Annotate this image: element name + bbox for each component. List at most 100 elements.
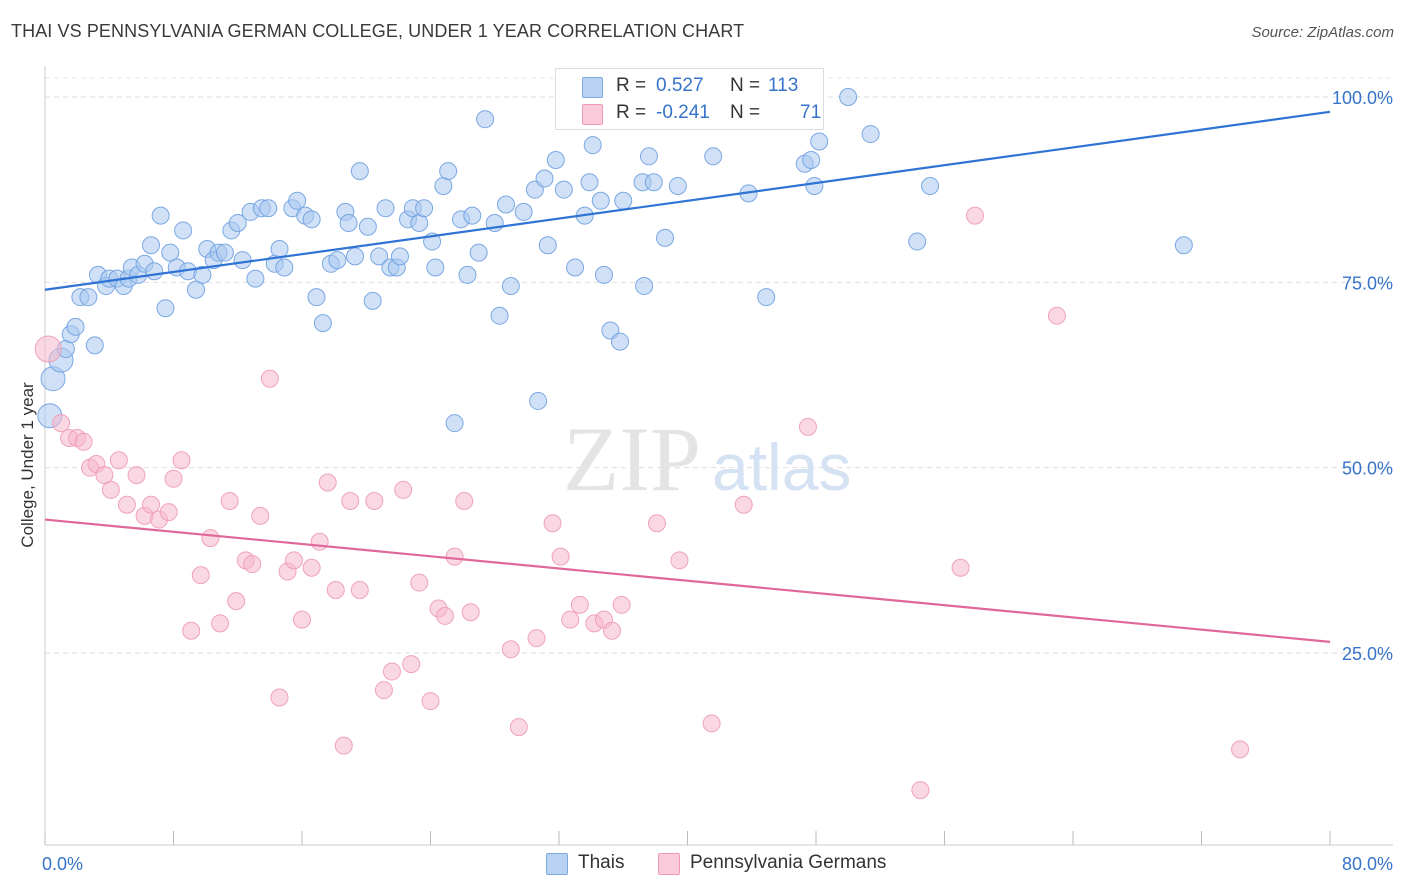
thais-point (490, 306, 509, 325)
pennsylvania-germans-point (421, 692, 440, 711)
y-tick-label-50: 50.0% (1342, 459, 1393, 479)
pennsylvania-germans-point (334, 736, 353, 755)
pennsylvania-germans-point (551, 547, 570, 566)
pennsylvania-germans-point (911, 781, 930, 800)
thais-point (583, 136, 602, 155)
thais-point (580, 173, 599, 192)
thais-point (302, 210, 321, 229)
pennsylvania-germans-point (374, 681, 393, 700)
thais-point (611, 332, 630, 351)
pennsylvania-germans-point (284, 551, 303, 570)
thais-point (810, 132, 829, 151)
thais-point (476, 110, 495, 129)
pennsylvania-germans-point (509, 718, 528, 737)
pennsylvania-germans-swatch (582, 104, 603, 125)
watermark: ZIP atlas (563, 408, 851, 510)
pennsylvania-germans-legend-swatch (658, 853, 680, 875)
pennsylvania-germans-point (561, 610, 580, 629)
thais-point (439, 162, 458, 181)
pennsylvania-germans-point (461, 603, 480, 622)
pennsylvania-germans-point (341, 492, 360, 511)
pennsylvania-germans-point (455, 492, 474, 511)
axes (44, 66, 1393, 846)
thais-point (415, 199, 434, 218)
thais-legend-swatch (546, 853, 568, 875)
pennsylvania-germans-point (798, 417, 817, 436)
thais-point (233, 251, 252, 270)
thais-point (1174, 236, 1193, 255)
pennsylvania-germans-point (302, 558, 321, 577)
data-points (34, 88, 1250, 800)
thais-point (445, 414, 464, 433)
thais-point (639, 147, 658, 166)
pennsylvania-germans-point (191, 566, 210, 585)
pennsylvania-germans-point (647, 514, 666, 533)
pennsylvania-germans-point (243, 555, 262, 574)
thais-point (757, 288, 776, 307)
thais-point (594, 265, 613, 284)
pennsylvania-germans-point (1047, 306, 1066, 325)
n-label: N = (730, 102, 761, 123)
thais-point (704, 147, 723, 166)
pennsylvania-germans-point (394, 480, 413, 499)
pennsylvania-germans-point (603, 621, 622, 640)
thais-point (328, 251, 347, 270)
thais-point (529, 391, 548, 410)
thais-point (186, 280, 205, 299)
thais-point (458, 265, 477, 284)
thais-point (66, 317, 85, 336)
thais-point (215, 243, 234, 262)
pennsylvania-germans-n-value: 71 (800, 102, 822, 123)
y-tick-label-75: 75.0% (1342, 273, 1393, 293)
pennsylvania-germans-point (527, 629, 546, 648)
thais-point (358, 217, 377, 236)
thais-point (538, 236, 557, 255)
thais-point (370, 247, 389, 266)
thais-n-value: 113 (768, 75, 799, 96)
pennsylvania-germans-r-value: -0.241 (656, 102, 710, 123)
y-tick-label-100: 100.0% (1332, 88, 1393, 108)
thais-point (469, 243, 488, 262)
pennsylvania-germans-point (211, 614, 230, 633)
thais-point (313, 314, 332, 333)
thais-point (376, 199, 395, 218)
pennsylvania-germans-point (350, 580, 369, 599)
thais-point (193, 265, 212, 284)
pennsylvania-germans-point (951, 558, 970, 577)
thais-point (161, 243, 180, 262)
thais-point (79, 288, 98, 307)
thais-point (228, 214, 247, 233)
thais-point (614, 191, 633, 210)
pennsylvania-germans-point (159, 503, 178, 522)
pennsylvania-germans-point (270, 688, 289, 707)
pennsylvania-germans-point (570, 595, 589, 614)
pennsylvania-germans-legend-label: Pennsylvania Germans (690, 852, 887, 873)
pennsylvania-germans-point (127, 466, 146, 485)
pennsylvania-germans-point (410, 573, 429, 592)
thais-point (363, 291, 382, 310)
pennsylvania-germans-point (402, 655, 421, 674)
thais-point (861, 125, 880, 144)
thais-point (668, 176, 687, 195)
thais-point (635, 277, 654, 296)
pennsylvania-germans-point (445, 547, 464, 566)
thais-point (174, 221, 193, 240)
thais-point (496, 195, 515, 214)
pennsylvania-germans-point (543, 514, 562, 533)
thais-point (805, 176, 824, 195)
thais-point (591, 191, 610, 210)
pennsylvania-germans-point (382, 662, 401, 681)
thais-point (546, 151, 565, 170)
pennsylvania-germans-point (293, 610, 311, 629)
pennsylvania-germans-point (101, 480, 120, 499)
thais-point (802, 151, 821, 170)
thais-point (554, 180, 573, 199)
pennsylvania-germans-point (95, 466, 114, 485)
pennsylvania-germans-point (734, 495, 753, 514)
thais-point (275, 258, 294, 277)
thais-swatch (582, 77, 603, 98)
pennsylvania-germans-point (251, 506, 270, 525)
thais-point (501, 277, 520, 296)
thais-point (644, 173, 663, 192)
